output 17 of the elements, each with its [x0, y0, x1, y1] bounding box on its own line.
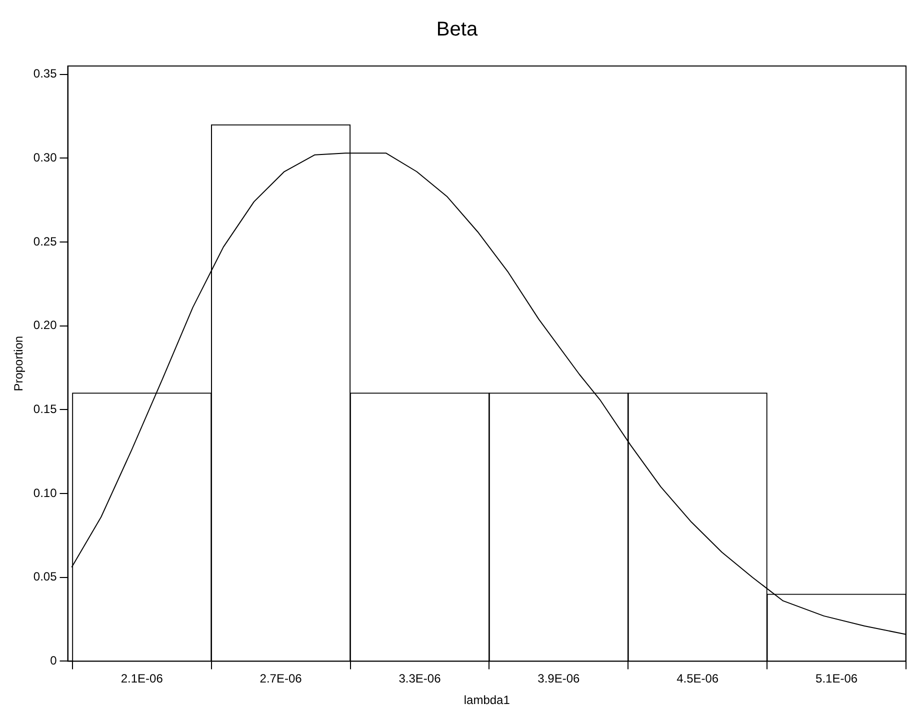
y-tick-label: 0.20	[33, 318, 58, 332]
y-tick-label: 0.30	[33, 150, 58, 165]
x-axis-title: lambda1	[464, 693, 510, 708]
y-tick-label: 0.15	[33, 402, 58, 416]
x-tick-label: 3.3E-06	[398, 672, 442, 686]
x-tick-label: 2.7E-06	[260, 672, 302, 686]
y-tick-label: 0.25	[33, 234, 58, 248]
x-tick-label: 2.1E-06	[120, 672, 164, 686]
y-tick-label: 0	[50, 654, 58, 668]
y-tick-label: 0.35	[33, 66, 58, 81]
y-tick-label: 0.05	[33, 570, 58, 584]
x-tick-label: 5.1E-06	[816, 672, 858, 686]
y-tick-label: 0.10	[33, 486, 58, 500]
y-axis-title: Proportion	[12, 336, 26, 392]
chart-title: Beta	[436, 18, 478, 41]
x-tick-label: 3.9E-06	[538, 672, 580, 686]
x-tick-label: 4.5E-06	[676, 672, 719, 686]
